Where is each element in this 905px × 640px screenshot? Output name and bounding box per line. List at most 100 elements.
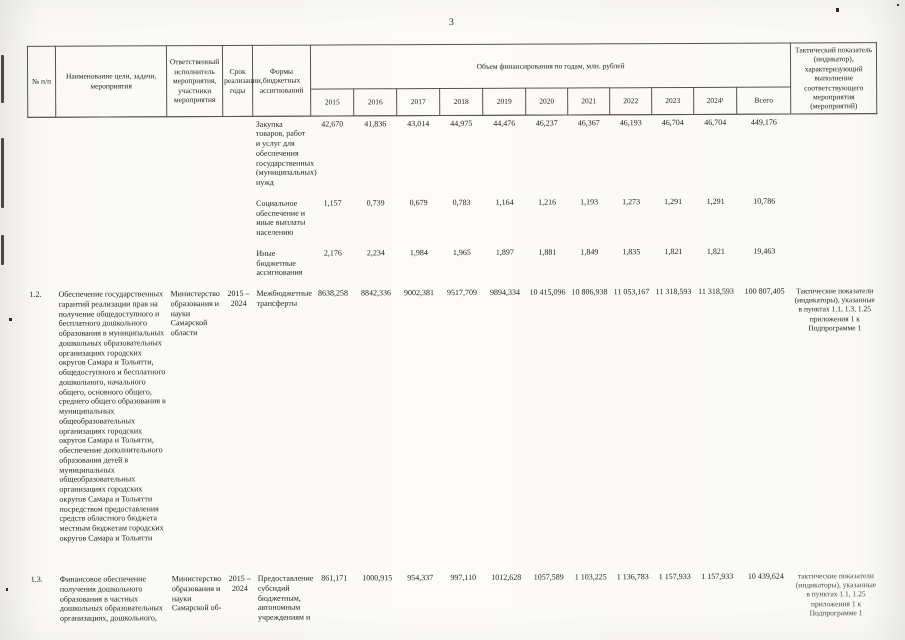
year-header: 2023	[651, 87, 694, 115]
row-term	[223, 246, 253, 286]
scan-artifact	[1, 138, 4, 208]
value-cell: 1,835	[622, 247, 641, 257]
table-header: № п/п Наименование цели, задачи, меропри…	[27, 42, 877, 117]
value-cell: 1,291	[706, 196, 725, 206]
value-cell: 43,014	[407, 118, 430, 128]
value-cell: 1 103,225	[574, 572, 607, 582]
value-cell: 9894,334	[490, 287, 521, 297]
scan-artifact	[1, 235, 4, 265]
row-name	[56, 116, 167, 196]
value-cell: 19,463	[753, 246, 776, 256]
year-header: 2021	[567, 88, 610, 115]
col-header-financing: Объем финансирования по годам, млн. рубл…	[310, 43, 791, 90]
row-number: 1.2.	[29, 289, 42, 299]
value-cell: 44,975	[450, 118, 473, 128]
year-header: 2024¹	[693, 87, 737, 115]
value-cell: 8842,336	[361, 288, 392, 298]
col-header-responsible: Ответственный исполнитель мероприятия, у…	[166, 45, 223, 117]
row-name	[56, 196, 167, 246]
col-header-name: Наименование цели, задачи, мероприятия	[55, 45, 167, 117]
year-header: 2016	[353, 89, 397, 116]
table-row: Социальное обеспечение и иные выплаты на…	[28, 193, 877, 247]
row-indicator: тактические показатели (индикаторы), ука…	[795, 571, 877, 618]
value-cell: 1,897	[495, 247, 514, 257]
table-row: Иные бюджетные ассигнования 2,176 2,234 1,9…	[28, 243, 877, 287]
row-indicator	[791, 113, 877, 193]
year-header: 2020	[525, 88, 568, 115]
header-row-top: № п/п Наименование цели, задачи, меропри…	[27, 42, 877, 117]
value-cell: 1,984	[409, 247, 428, 258]
value-cell: 42,670	[321, 119, 344, 129]
year-header: Всего	[736, 87, 791, 114]
value-cell: 8638,258	[318, 288, 349, 298]
value-cell: 100 807,405	[744, 286, 785, 296]
value-cell: 10 415,096	[529, 287, 566, 297]
value-cell: 1 136,783	[616, 572, 649, 582]
value-cell: 2,176	[323, 248, 342, 258]
value-cell: 46,237	[535, 118, 558, 128]
scan-artifact	[1, 55, 4, 103]
value-cell: 41,836	[364, 118, 387, 129]
row-name: Финансовое обеспечение получения дошколь…	[59, 574, 163, 623]
value-cell: 10 439,624	[747, 571, 784, 581]
value-cell: 11 053,167	[613, 287, 650, 297]
year-header: 2022	[609, 88, 652, 115]
scan-speck	[6, 588, 8, 591]
value-cell: 449,176	[750, 117, 777, 127]
row-forms: Социальное обеспечение и иные выплаты на…	[256, 198, 306, 237]
value-cell: 1,965	[452, 247, 471, 257]
page-number: 3	[448, 16, 454, 29]
row-number	[28, 197, 56, 247]
value-cell: 1 157,933	[701, 571, 734, 582]
value-cell: 1,193	[580, 197, 599, 207]
value-cell: 46,193	[619, 117, 642, 127]
value-cell: 1057,589	[533, 572, 564, 582]
scan-speck	[836, 8, 839, 12]
row-name: Обеспечение государственных гарантий реа…	[58, 289, 166, 543]
year-header: 2015	[310, 89, 354, 116]
value-cell: 997,110	[450, 573, 477, 583]
value-cell: 1,849	[580, 247, 599, 257]
value-cell: 10 806,938	[571, 287, 608, 297]
row-number	[28, 117, 56, 197]
year-header: 2017	[396, 89, 440, 116]
value-cell: 46,704	[704, 117, 727, 127]
col-header-num: № п/п	[27, 46, 56, 117]
value-cell: 46,367	[577, 117, 600, 128]
value-cell: 1,291	[664, 196, 683, 206]
value-cell: 954,337	[407, 573, 434, 583]
row-forms: Предоставление субсидий бюджетным, автон…	[257, 573, 314, 622]
value-cell: 1,164	[495, 197, 514, 207]
row-indicator	[791, 193, 877, 243]
value-cell: 1000,915	[362, 573, 393, 583]
row-forms: Межбюджетные трансферты	[256, 288, 312, 308]
value-cell: 10,786	[753, 196, 776, 206]
value-cell: 11 318,593	[698, 286, 734, 297]
value-cell: 0,783	[452, 197, 471, 207]
row-name	[56, 246, 167, 287]
row-indicator	[791, 243, 877, 284]
row-number: 1.3.	[30, 574, 43, 584]
value-cell: 9002,381	[404, 288, 435, 298]
col-header-indicator: Тактический показатель (индикатор), хара…	[790, 42, 877, 114]
table-row: Закупка товаров, работ и услуг для обесп…	[28, 113, 877, 196]
value-cell: 861,171	[321, 573, 348, 583]
row-responsible: Министерство образования и науки Самарск…	[171, 574, 222, 613]
value-cell: 1012,628	[491, 572, 522, 582]
year-header: 2019	[482, 88, 526, 115]
row-term: 2015 – 2024	[227, 289, 250, 308]
row-responsible: Министерство образования и науки Самарск…	[170, 289, 220, 338]
row-term	[223, 116, 253, 196]
value-cell: 9517,709	[447, 288, 478, 298]
year-header: 2018	[439, 88, 483, 116]
value-cell: 0,679	[409, 197, 428, 208]
value-cell: 2,234	[366, 248, 385, 258]
table-row: 1.3. Финансовое обеспечение получения дош…	[30, 568, 880, 640]
financing-table: № п/п Наименование цели, задачи, меропри…	[27, 42, 880, 640]
col-header-term: Срок реализации, годы	[222, 45, 263, 117]
row-responsible	[167, 246, 223, 286]
value-cell: 1,881	[538, 247, 557, 257]
value-cell: 1 157,933	[658, 572, 691, 582]
